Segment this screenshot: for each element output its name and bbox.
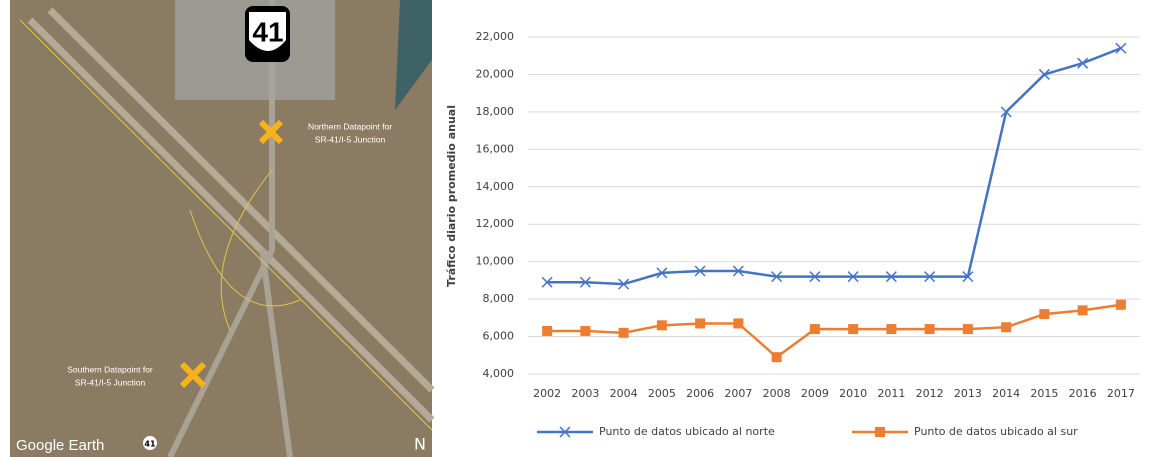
shield-text: 41	[252, 16, 283, 47]
marker	[580, 326, 590, 336]
series-line	[547, 305, 1121, 357]
x-tick-label: 2016	[1069, 387, 1097, 400]
y-tick-label: 8,000	[483, 292, 515, 305]
north-label: SR-41/I-5 Junction	[315, 134, 386, 144]
marker	[1116, 300, 1126, 310]
x-tick-label: 2007	[724, 387, 752, 400]
marker	[886, 324, 896, 334]
x-tick-label: 2010	[839, 387, 867, 400]
x-tick-label: 2017	[1107, 387, 1135, 400]
y-tick-label: 18,000	[476, 105, 515, 118]
x-tick-label: 2014	[992, 387, 1020, 400]
y-tick-label: 4,000	[483, 367, 515, 380]
south-label: Southern Datapoint for	[67, 364, 153, 374]
y-axis-label: Tráfico diario promedio anual	[445, 105, 458, 287]
marker	[695, 318, 705, 328]
marker	[1116, 43, 1126, 53]
marker	[1039, 309, 1049, 319]
y-tick-label: 12,000	[476, 217, 515, 230]
marker	[810, 324, 820, 334]
marker	[925, 324, 935, 334]
marker	[772, 352, 782, 362]
x-tick-label: 2008	[763, 387, 791, 400]
marker	[1078, 305, 1088, 315]
brand: Google Earth	[16, 437, 104, 454]
x-tick-label: 2011	[877, 387, 905, 400]
y-tick-label: 6,000	[483, 330, 515, 343]
south-label: SR-41/I-5 Junction	[75, 377, 146, 387]
y-tick-label: 20,000	[476, 67, 515, 80]
route-marker: 41	[144, 440, 156, 449]
x-tick-label: 2006	[686, 387, 714, 400]
marker	[542, 326, 552, 336]
figure: 41 Northern Datapoint for SR-41/I-5 Junc…	[0, 0, 1155, 457]
series-line	[547, 48, 1121, 284]
marker	[848, 324, 858, 334]
y-tick-label: 16,000	[476, 142, 515, 155]
x-tick-label: 2003	[571, 387, 599, 400]
page: 41 Northern Datapoint for SR-41/I-5 Junc…	[0, 0, 1155, 457]
x-tick-label: 2013	[954, 387, 982, 400]
marker	[619, 328, 629, 338]
marker	[963, 324, 973, 334]
map: 41 Northern Datapoint for SR-41/I-5 Junc…	[10, 0, 432, 457]
x-tick-label: 2002	[533, 387, 561, 400]
legend-label: Punto de datos ubicado al sur	[914, 425, 1078, 438]
marker	[1001, 322, 1011, 332]
compass: N	[414, 435, 426, 454]
x-tick-label: 2015	[1030, 387, 1058, 400]
x-tick-label: 2005	[648, 387, 676, 400]
y-tick-label: 22,000	[476, 30, 515, 43]
legend-label: Punto de datos ubicado al norte	[599, 425, 775, 438]
x-tick-label: 2012	[916, 387, 944, 400]
marker	[657, 320, 667, 330]
legend-marker	[875, 427, 885, 437]
y-tick-label: 10,000	[476, 255, 515, 268]
marker	[733, 318, 743, 328]
x-tick-label: 2009	[801, 387, 829, 400]
y-tick-label: 14,000	[476, 180, 515, 193]
x-tick-label: 2004	[610, 387, 638, 400]
north-label: Northern Datapoint for	[308, 121, 392, 131]
